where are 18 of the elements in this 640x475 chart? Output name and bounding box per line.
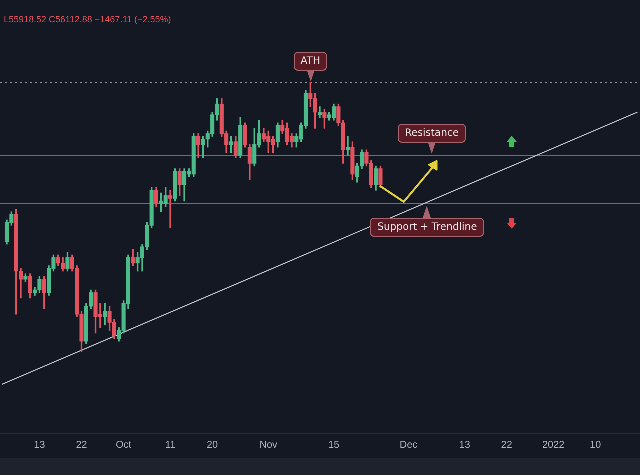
x-tick-label: 20 (206, 440, 219, 451)
x-tick-label: 13 (34, 440, 46, 451)
x-tick-label: Nov (260, 440, 278, 451)
x-tick-label: Dec (400, 440, 418, 451)
x-tick-label: 10 (590, 440, 602, 451)
annotation: Support + Trendline (370, 218, 484, 237)
x-tick-label: 15 (328, 440, 340, 451)
candlestick (168, 190, 173, 229)
x-tick-label: 13 (459, 440, 471, 451)
x-tick-label: 22 (76, 440, 88, 451)
x-tick-label: 22 (501, 440, 513, 451)
x-tick-label: 11 (165, 440, 176, 451)
annotation: Resistance (398, 124, 466, 144)
annotation: ATH (294, 52, 328, 71)
x-tick-label: 2022 (542, 440, 566, 451)
text: L55918.52 C56112.88 −1467.11 (−2.55%) (4, 14, 172, 24)
candlestick (346, 136, 350, 156)
x-tick-label: Oct (116, 440, 132, 451)
